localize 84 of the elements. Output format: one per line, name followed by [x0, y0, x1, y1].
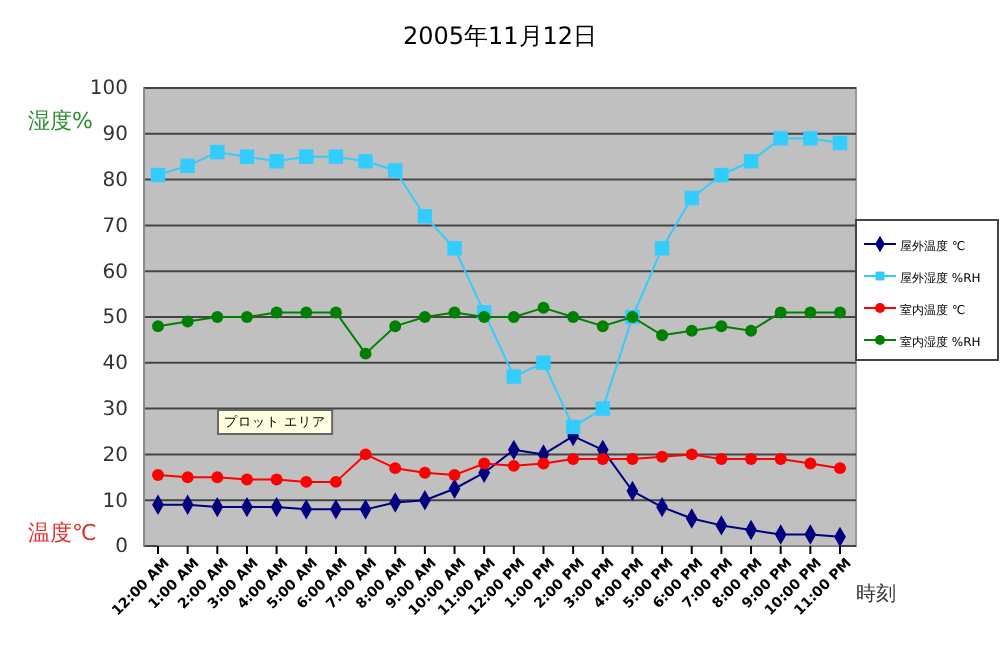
point [417, 209, 433, 224]
point [359, 448, 372, 461]
point [180, 158, 195, 174]
y-tick-label: 80 [102, 170, 128, 192]
point [774, 306, 787, 319]
point [388, 163, 403, 178]
point [507, 459, 520, 472]
point [743, 154, 759, 169]
point [240, 311, 253, 323]
point [656, 329, 669, 342]
point [715, 320, 728, 333]
point [211, 471, 224, 484]
y-tick-label: 40 [102, 353, 128, 376]
point [389, 320, 402, 333]
point [181, 315, 194, 328]
point [804, 457, 817, 470]
text: 温度℃ [28, 520, 97, 546]
y-tick-label: 100 [89, 78, 128, 101]
point [715, 453, 728, 465]
point [447, 241, 462, 256]
point [211, 311, 224, 323]
point [478, 311, 491, 323]
point [152, 469, 164, 481]
y-tick-label: 90 [102, 124, 128, 147]
point [328, 149, 344, 164]
point [300, 475, 313, 488]
point [270, 306, 283, 319]
point [536, 355, 551, 371]
y-tick-label: 20 [102, 444, 128, 467]
point [448, 306, 461, 319]
point [181, 471, 194, 484]
point [418, 311, 431, 323]
point [745, 453, 758, 465]
point [834, 306, 846, 319]
point [537, 301, 550, 314]
chart-title: 2005年11月12日 [402, 22, 598, 50]
point [834, 462, 846, 475]
point [269, 154, 284, 169]
point [567, 453, 580, 465]
point [448, 469, 461, 481]
x-axis-title: 時刻 [856, 582, 896, 606]
point [745, 324, 758, 337]
point [152, 320, 164, 333]
point [210, 144, 225, 160]
point [565, 419, 581, 435]
y-tick-label: 60 [102, 261, 128, 284]
point [418, 466, 431, 479]
point [626, 453, 639, 465]
y-tick-label: 30 [102, 399, 128, 421]
y-axis-title: 湿度% [28, 108, 93, 134]
point [714, 167, 729, 183]
y-tick-label: 70 [102, 215, 128, 238]
point [537, 457, 550, 470]
point [358, 154, 373, 169]
y-tick-label: 0 [115, 536, 128, 559]
point [507, 311, 520, 323]
point [389, 462, 402, 475]
point [329, 475, 342, 488]
point [684, 190, 699, 206]
point [685, 324, 698, 337]
point [596, 453, 609, 465]
y-tick-label: 10 [102, 490, 128, 513]
point [478, 457, 491, 470]
point [329, 306, 342, 319]
point [774, 453, 787, 465]
point [654, 241, 670, 256]
point [359, 347, 372, 360]
point [804, 306, 817, 319]
point [300, 306, 313, 319]
point [506, 369, 522, 384]
point [150, 167, 166, 183]
point [240, 473, 253, 486]
y-tick-label: 50 [102, 307, 128, 330]
point [832, 135, 848, 151]
point [596, 320, 609, 333]
point [567, 311, 580, 323]
point [803, 131, 818, 146]
point [270, 473, 283, 486]
point [595, 401, 610, 416]
point [685, 448, 698, 461]
point [656, 450, 669, 463]
point [299, 149, 314, 164]
point [773, 131, 788, 146]
point [239, 149, 255, 164]
